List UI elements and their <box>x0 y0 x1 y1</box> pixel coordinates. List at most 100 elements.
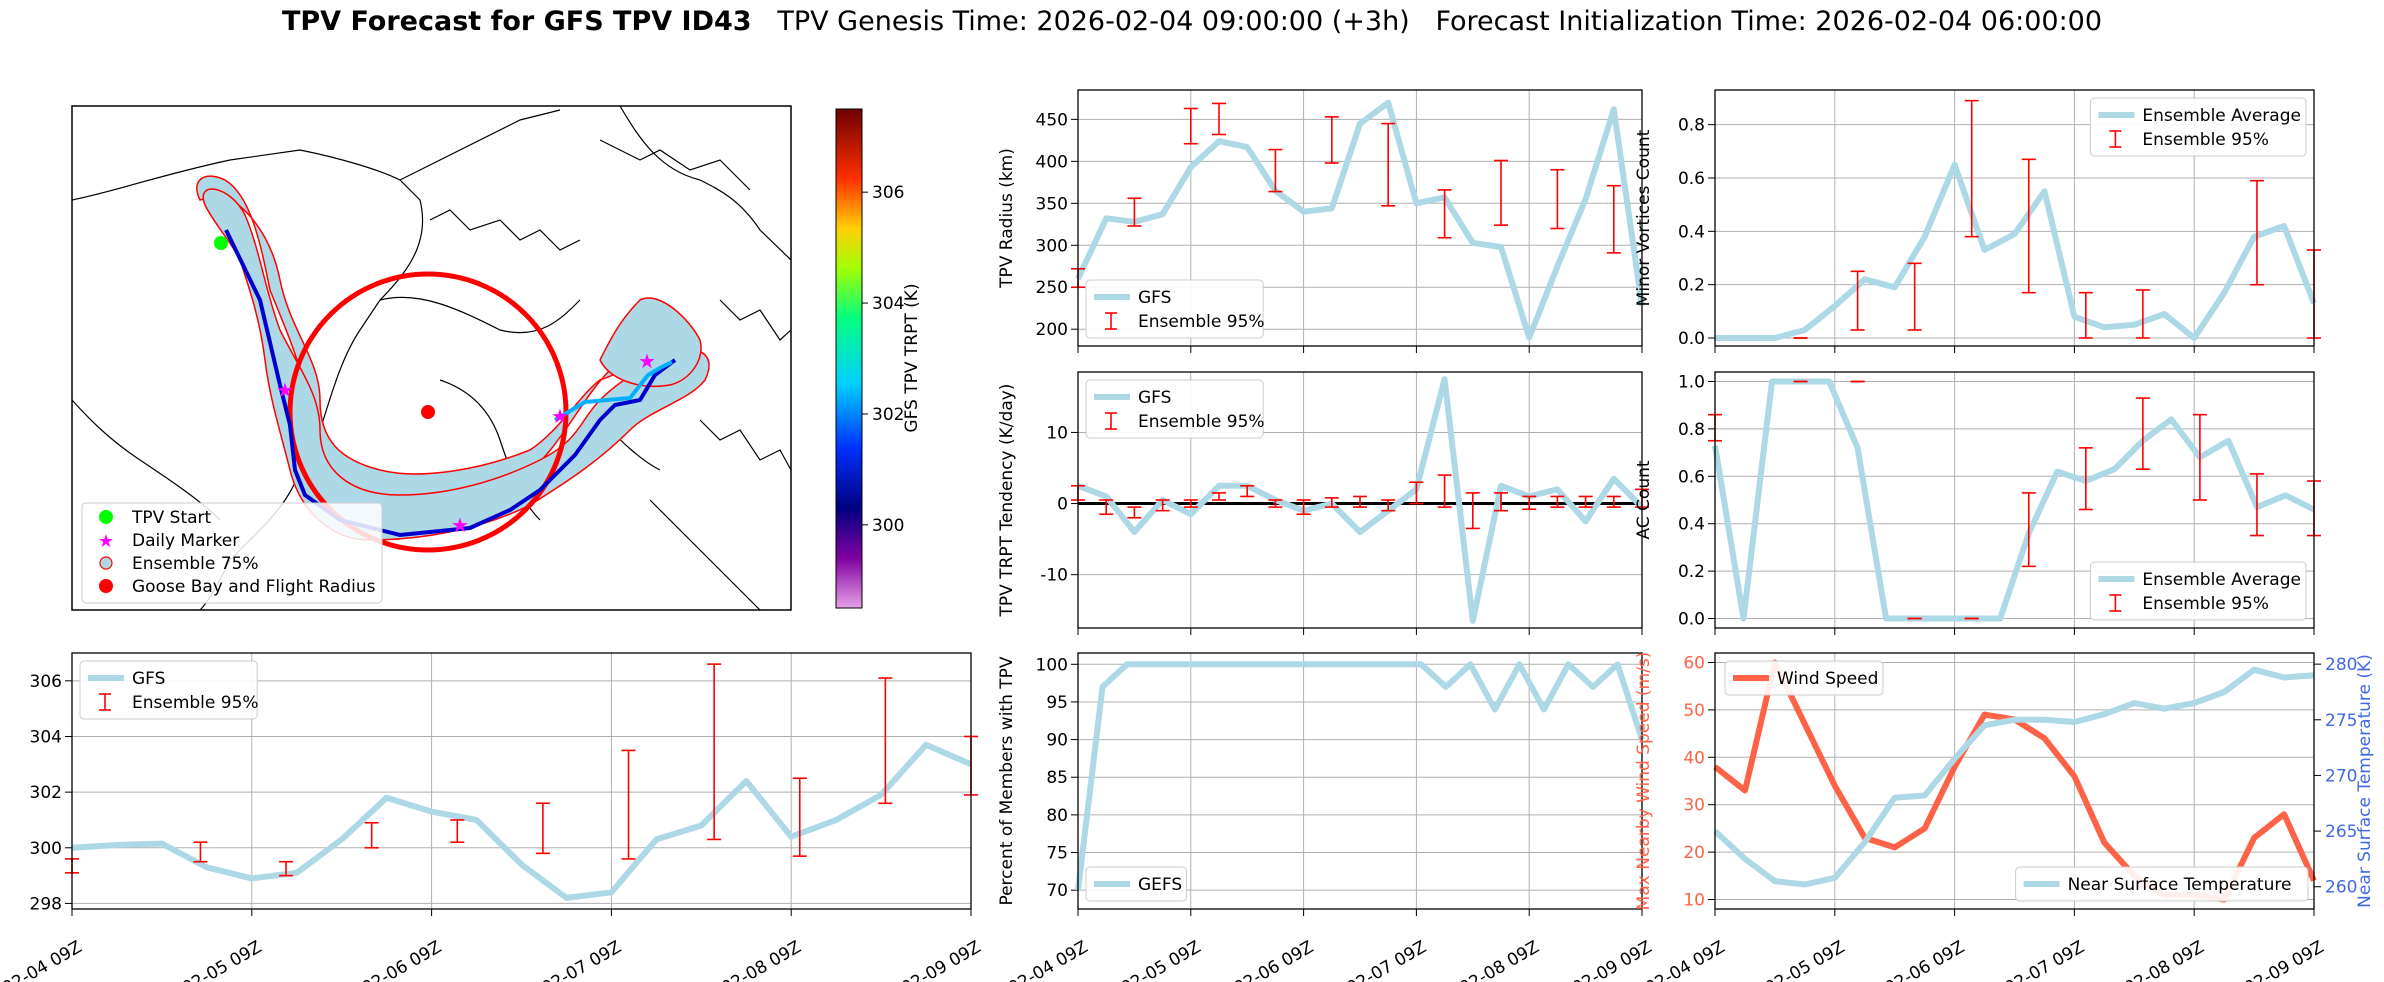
chart-radius-legend-label-0: GFS <box>1138 288 1171 308</box>
colorbar-gradient <box>835 108 863 609</box>
chart-trpt-ytick-label-3: 304 <box>30 727 62 747</box>
chart-members-ytick-label-3: 85 <box>1046 768 1068 788</box>
chart-tendency-series-0 <box>1076 376 1645 624</box>
colorbar-tick-label-2: 304 <box>872 294 904 314</box>
chart-minor-legend: Ensemble Average Ensemble 95% <box>2089 97 2307 157</box>
chart-members-ytick-label-5: 95 <box>1046 693 1068 713</box>
chart-members: 02-04 09Z 02-05 09Z 02-06 09Z 02-07 09Z 02-0… <box>997 652 1656 982</box>
tpv-track <box>224 229 677 538</box>
chart-ac-legend-box <box>2089 561 2307 621</box>
map-content: ★ ★ ★ ★ <box>72 106 791 610</box>
chart-members-ytick-label-6: 100 <box>1036 655 1068 675</box>
figure-title-rest: TPV Genesis Time: 2026-02-04 09:00:00 (+… <box>751 6 2103 37</box>
chart-wind_temp-ytick-right-label-4: 280 <box>2325 655 2357 675</box>
legend-ensemble-75: Ensemble 75% <box>132 554 259 574</box>
chart-wind_temp-series-1 <box>1712 666 2315 888</box>
legend-goose-bay: Goose Bay and Flight Radius <box>132 577 376 597</box>
chart-wind_temp-xtick-label-3: 02-07 09Z <box>2002 937 2088 982</box>
chart-ac: 0.0 0.2 0.4 0.6 0.8 1.0 AC Count Ensemble Avera… <box>1634 371 2321 635</box>
chart-wind_temp-ytick-right-label-2: 270 <box>2325 766 2357 786</box>
chart-wind-legend-box <box>1724 660 1884 696</box>
chart-minor: 0.0 0.2 0.4 0.6 0.8 Minor Vortices Count Ensem… <box>1634 89 2321 353</box>
chart-wind_temp-ytick-label-0: 10 <box>1683 891 1705 911</box>
chart-wind-legend-label-0: Wind Speed <box>1777 669 1878 689</box>
chart-temp-legend-box <box>2015 866 2309 902</box>
legend-tpv-start-icon <box>99 510 113 524</box>
chart-trpt-ytick-label-0: 298 <box>30 894 62 914</box>
chart-trpt-legend-box <box>79 660 258 720</box>
daily-marker-1: ★ <box>276 378 294 402</box>
chart-wind_temp-ytick-label-1: 20 <box>1683 843 1705 863</box>
colorbar-tick-label-3: 306 <box>872 183 904 203</box>
chart-trpt-xtick-label-5: 02-09 09Z <box>898 937 984 982</box>
chart-members-ytick-label-1: 75 <box>1046 844 1068 864</box>
tpv-track-warm <box>553 360 673 422</box>
ensemble-75-region-main <box>202 188 710 541</box>
chart-wind_temp-ytick-label-2: 30 <box>1683 796 1705 816</box>
chart-members-xtick-label-5: 02-09 09Z <box>1569 937 1655 982</box>
chart-members-ytick-label-0: 70 <box>1046 881 1068 901</box>
tpv-start-marker <box>214 236 228 250</box>
chart-minor-legend-label-1: Ensemble 95% <box>2142 130 2269 150</box>
chart-radius-series-0 <box>1075 99 1645 341</box>
chart-members-xtick-label-4: 02-08 09Z <box>1456 937 1542 982</box>
chart-wind_temp-ytick-label-5: 60 <box>1683 653 1705 673</box>
chart-ac-ytick-label-0: 0.0 <box>1678 610 1705 630</box>
chart-minor-frame <box>1714 89 2315 347</box>
chart-ac-legend-label-1: Ensemble 95% <box>2142 594 2269 614</box>
chart-members-legend: GEFS <box>1085 866 1187 902</box>
chart-trpt-xtick-label-3: 02-07 09Z <box>539 937 625 982</box>
chart-tendency-legend-label-0: GFS <box>1138 388 1171 408</box>
chart-tendency-ytick-label-2: 10 <box>1046 423 1068 443</box>
chart-trpt-ytick-label-2: 302 <box>30 783 62 803</box>
legend-ensemble-icon <box>99 556 113 570</box>
daily-marker-3: ★ <box>551 404 569 428</box>
chart-trpt-ytick-label-4: 306 <box>30 672 62 692</box>
chart-radius: 200 250 300 350 400 450 TPV Radius (km) GFS Ense… <box>997 89 1645 353</box>
chart-wind_temp-ytick-label-3: 40 <box>1683 748 1705 768</box>
chart-tendency-legend: GFS Ensemble 95% <box>1085 379 1265 439</box>
chart-radius-ytick-label-4: 400 <box>1036 152 1068 172</box>
chart-minor-series-0 <box>1715 161 2317 341</box>
chart-minor-ytick-label-4: 0.8 <box>1678 116 1705 136</box>
legend-goose-bay-icon <box>99 579 113 593</box>
chart-members-ytick-label-2: 80 <box>1046 806 1068 826</box>
chart-radius-ytick-label-2: 300 <box>1036 236 1068 256</box>
map-frame <box>71 105 792 611</box>
chart-wind_temp-ytick-right-label-1: 265 <box>2325 822 2357 842</box>
map-panel: ★ ★ ★ ★ TPV Start ★ Daily Marker Ensembl… <box>71 105 922 611</box>
chart-ac-ytick-label-5: 1.0 <box>1678 372 1705 392</box>
chart-trpt-series-0 <box>71 741 973 901</box>
chart-minor-ytick-label-1: 0.2 <box>1678 276 1705 296</box>
chart-ac-ytick-label-1: 0.2 <box>1678 562 1705 582</box>
chart-members-ytick-label-4: 90 <box>1046 731 1068 751</box>
chart-temp-legend-label-0: Near Surface Temperature <box>2068 875 2292 895</box>
chart-tendency-ylabel: TPV TRPT Tendency (K/day) <box>997 384 1017 618</box>
legend-daily-marker-icon: ★ <box>98 531 114 552</box>
chart-trpt-xtick-label-1: 02-05 09Z <box>179 937 265 982</box>
chart-radius-legend: GFS Ensemble 95% <box>1085 279 1265 339</box>
chart-ac-legend: Ensemble Average Ensemble 95% <box>2089 561 2307 621</box>
chart-ac-ylabel: AC Count <box>1634 460 1654 539</box>
colorbar-tick-label-0: 300 <box>872 516 904 536</box>
chart-minor-legend-label-0: Ensemble Average <box>2142 106 2301 126</box>
daily-marker-4: ★ <box>638 349 656 373</box>
map-legend: TPV Start ★ Daily Marker Ensemble 75% Go… <box>81 502 383 604</box>
map-legend-box <box>81 502 383 604</box>
chart-ac-ytick-label-2: 0.4 <box>1678 515 1705 535</box>
chart-minor-ytick-label-3: 0.6 <box>1678 169 1705 189</box>
chart-ac-legend-label-0: Ensemble Average <box>2142 570 2301 590</box>
chart-wind_temp-xtick-label-1: 02-05 09Z <box>1762 937 1848 982</box>
colorbar-label: GFS TPV TRPT (K) <box>902 283 922 432</box>
legend-tpv-start: TPV Start <box>131 508 212 528</box>
chart-minor-ytick-label-0: 0.0 <box>1678 329 1705 349</box>
chart-members-legend-box <box>1085 866 1187 902</box>
chart-trpt-xtick-label-0: 02-04 09Z <box>0 937 86 982</box>
chart-wind_temp-frame <box>1714 652 2315 910</box>
figure-title-bold: TPV Forecast for GFS TPV ID43 <box>281 6 752 37</box>
chart-members-xtick-label-2: 02-06 09Z <box>1231 937 1317 982</box>
chart-members-frame <box>1077 652 1643 910</box>
chart-wind-legend: Wind Speed <box>1724 660 1884 696</box>
